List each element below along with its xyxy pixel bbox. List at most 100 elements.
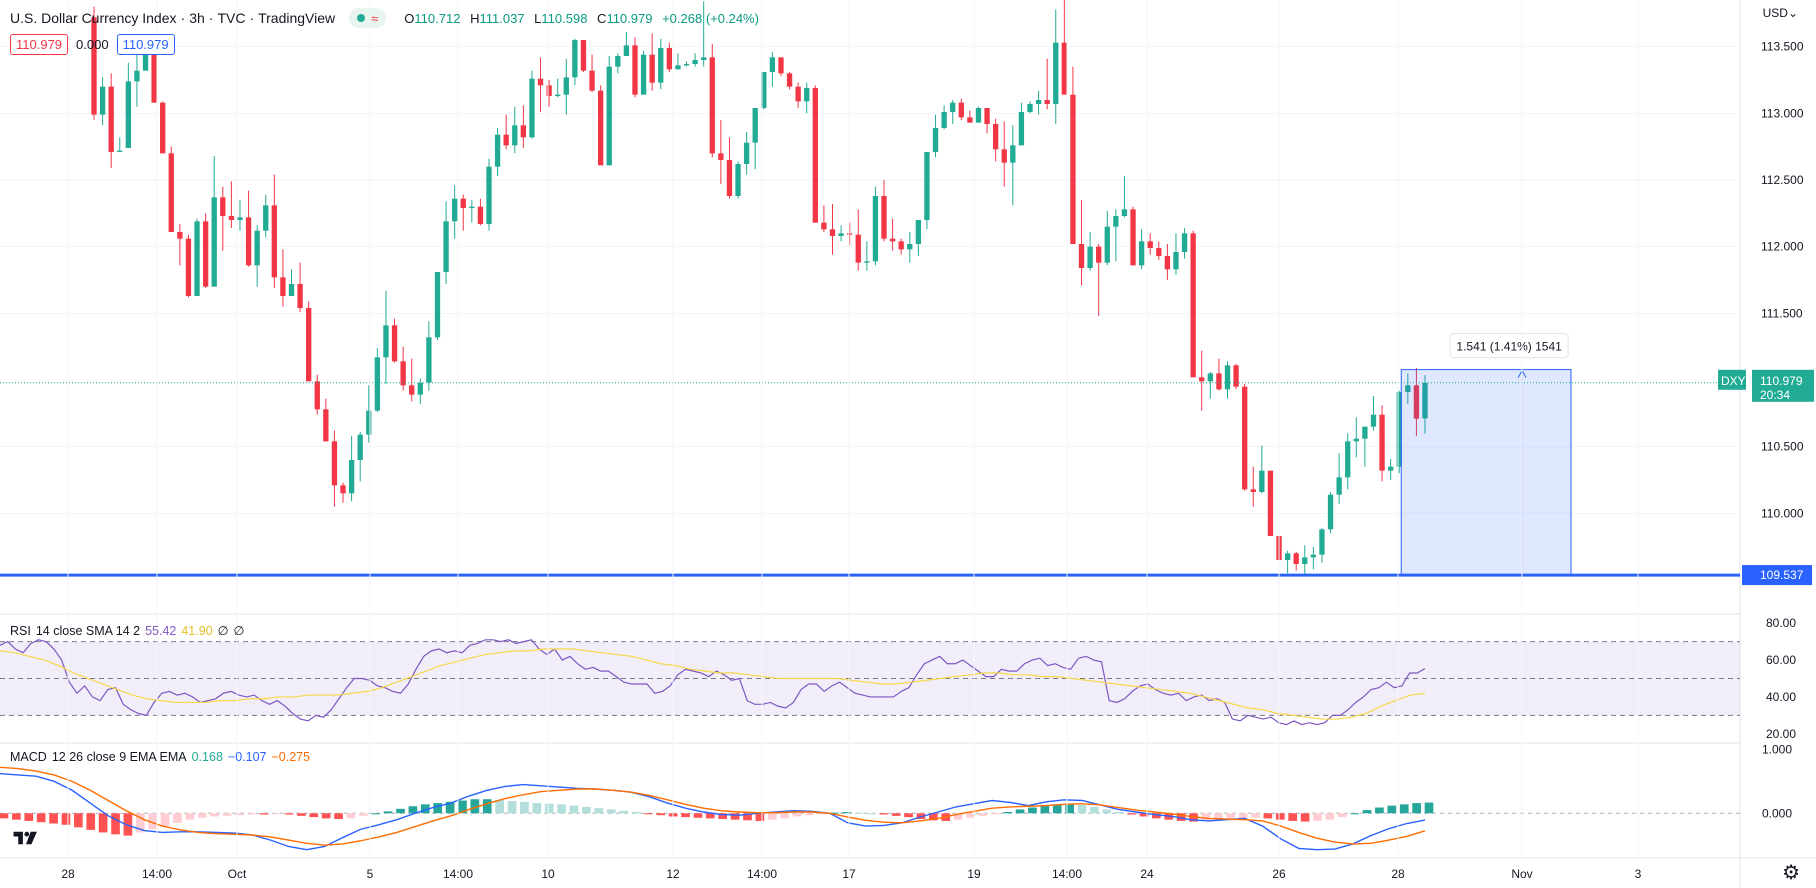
macd-signal-line [0, 766, 1426, 846]
buy-button[interactable]: 110.979 [116, 34, 175, 55]
candle-body [804, 88, 810, 102]
macd-histogram-bar [557, 804, 566, 814]
candle-body [340, 485, 346, 494]
candle-body [297, 284, 303, 308]
candle-body [692, 60, 698, 64]
candle-body [1405, 385, 1411, 392]
source-label: TradingView [258, 10, 336, 26]
candle-body [1156, 248, 1162, 256]
macd-signal-value: −0.275 [271, 750, 311, 764]
macd-histogram-bar [1139, 813, 1149, 817]
candle-body [932, 128, 939, 152]
candle-body [477, 206, 484, 224]
candle-body [1345, 441, 1351, 478]
macd-histogram-bar [247, 813, 257, 815]
macd-histogram-bar [582, 806, 591, 814]
candle-body [1070, 94, 1076, 245]
macd-legend[interactable]: MACD 12 26 close 9 EMA EMA 0.168 −0.107 −0.2… [10, 750, 315, 764]
macd-histogram-bar [0, 813, 9, 819]
macd-histogram-bar [1003, 812, 1013, 814]
candle-body [271, 205, 277, 278]
price-tick-label: 113.500 [1761, 40, 1804, 54]
macd-histogram-bar [1375, 807, 1384, 814]
candle-body [134, 70, 140, 82]
gear-icon[interactable]: ⚙ [1782, 862, 1800, 884]
candle-body [1413, 385, 1420, 419]
time-tick-label: 12 [666, 867, 680, 881]
candle-body [675, 65, 681, 70]
candle-body [451, 198, 458, 222]
candle-body [331, 441, 338, 486]
candle-body [486, 166, 492, 224]
macd-histogram-bar [235, 813, 244, 816]
candle-body [855, 234, 861, 263]
macd-histogram-bar [755, 813, 765, 821]
candle-body [752, 108, 758, 143]
candle-body [469, 206, 475, 208]
macd-histogram-bar [458, 800, 467, 814]
candle-body [1035, 100, 1042, 104]
macd-histogram-bar [1077, 804, 1087, 814]
macd-histogram-bar [1387, 805, 1397, 814]
macd-histogram-bar [160, 813, 170, 827]
macd-histogram-bar [1040, 805, 1050, 814]
macd-histogram-bar [1362, 810, 1372, 814]
last-price-tag [1752, 369, 1814, 402]
candle-body [280, 277, 286, 296]
time-tick-label: Oct [228, 867, 247, 881]
tradingview-logo-icon[interactable] [12, 824, 40, 852]
trade-buttons: 110.979 0.000 110.979 [10, 34, 175, 55]
interval-label[interactable]: 3h [189, 10, 205, 26]
candle-body [99, 86, 106, 115]
candle-body [915, 220, 922, 244]
candle-body [907, 244, 913, 250]
time-tick-label: 14:00 [747, 867, 777, 881]
sell-button[interactable]: 110.979 [10, 34, 69, 55]
macd-histogram-bar [1015, 809, 1025, 814]
candle-body [1242, 386, 1248, 490]
candle-body [743, 142, 750, 164]
candle-body [1310, 554, 1317, 558]
candle-body [151, 53, 157, 103]
candle-body [606, 66, 612, 166]
rsi-empty-2: ∅ [233, 624, 245, 638]
candle-body [786, 73, 793, 87]
macd-histogram-bar [1214, 813, 1223, 820]
hline-price-label: 109.537 [1760, 568, 1804, 582]
rsi-tick-label: 20.00 [1766, 727, 1796, 741]
macd-histogram-bar [743, 813, 752, 821]
price-tick-label: 110.500 [1761, 440, 1804, 454]
currency-selector[interactable]: USD⌄ [1763, 6, 1798, 20]
macd-histogram-bar [1090, 806, 1099, 814]
candle-body [288, 284, 295, 296]
macd-histogram-bar [309, 813, 319, 818]
macd-histogram-bar [990, 813, 1000, 815]
macd-histogram-bar [371, 813, 381, 815]
candle-body [821, 222, 827, 230]
candle-body [160, 102, 166, 154]
candle-body [194, 221, 200, 296]
candle-body [1233, 365, 1239, 387]
symbol-legend[interactable]: U.S. Dollar Currency Index · 3h · TVC · … [10, 8, 765, 28]
market-status-pill[interactable]: ≈ [349, 8, 387, 28]
currency-label[interactable]: USD [1762, 6, 1788, 20]
macd-histogram-bar [185, 813, 195, 820]
macd-histogram-bar [1127, 813, 1136, 815]
candle-body [555, 94, 561, 96]
macd-histogram-bar [705, 813, 715, 819]
candle-body [1096, 246, 1102, 263]
rsi-legend[interactable]: RSI 14 close SMA 14 2 55.42 41.90 ∅ ∅ [10, 623, 249, 638]
macd-histogram-bar [1350, 813, 1359, 815]
close-label: C [597, 10, 607, 26]
symbol-name[interactable]: U.S. Dollar Currency Index [10, 10, 177, 26]
macd-histogram-bar [1065, 803, 1074, 814]
macd-histogram-bar [718, 813, 728, 820]
macd-histogram-bar [817, 813, 827, 815]
macd-tick-label: 1.000 [1762, 742, 1792, 756]
macd-histogram-bar [953, 813, 963, 820]
macd-histogram-bar [693, 813, 703, 818]
candle-body [1018, 112, 1025, 146]
candle-body [1027, 104, 1033, 112]
macd-histogram-bar [148, 813, 158, 830]
